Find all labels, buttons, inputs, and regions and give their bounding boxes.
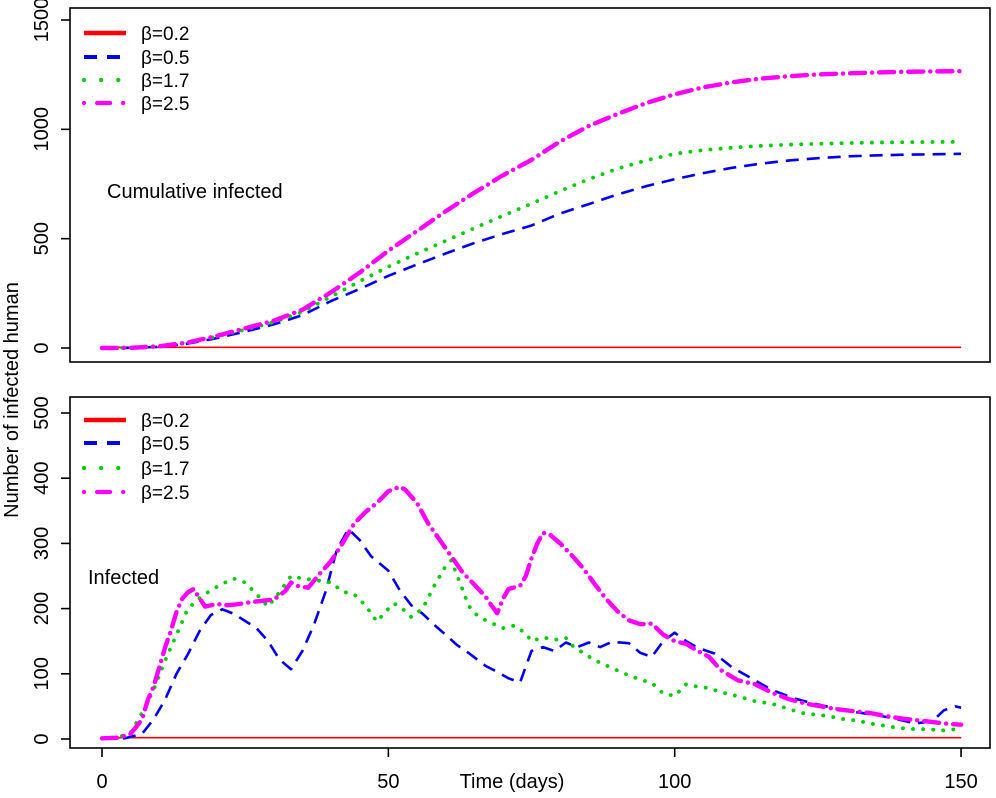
y-tick-label: 0 (31, 733, 53, 744)
x-axis-label: Time (days) (460, 771, 565, 793)
legend-label: β=2.5 (141, 483, 189, 504)
legend-label: β=0.5 (141, 434, 189, 455)
y-tick-label: 100 (31, 657, 53, 690)
plot-box (69, 396, 991, 749)
x-tick-label: 0 (96, 771, 107, 793)
y-tick-label: 1000 (31, 107, 53, 152)
series-line-β=1.7 (100, 558, 963, 741)
series-line-β=2.5 (99, 484, 964, 741)
y-tick-label: 1500 (31, 0, 53, 42)
x-tick-label: 50 (377, 771, 399, 793)
series-line-β=2.5 (99, 69, 964, 351)
legend-label: β=0.5 (141, 48, 189, 69)
series-line-β=0.5 (102, 527, 962, 740)
series-line-β=0.5 (101, 152, 962, 350)
bottom-panel-annotation: Infected (88, 567, 159, 589)
top-panel-annotation: Cumulative infected (107, 181, 283, 203)
y-tick-label: 0 (31, 342, 53, 353)
y-tick-label: 200 (31, 592, 53, 625)
y-tick-label: 400 (31, 462, 53, 495)
x-tick-label: 150 (944, 771, 977, 793)
legend-label: β=0.2 (141, 411, 189, 432)
y-tick-label: 500 (31, 396, 53, 429)
y-axis-label: Number of infected human (1, 282, 23, 518)
legend-label: β=1.7 (141, 459, 189, 480)
series-line-β=1.7 (100, 139, 963, 350)
legend-label: β=0.2 (141, 24, 189, 45)
panel-cumulative: 0 500 1000 1500 β=0.2 β=0.5β=1.7β=2.5 (31, 0, 991, 363)
legend-label: β=1.7 (141, 71, 189, 92)
y-tick-label: 500 (31, 222, 53, 255)
panel-infected: 0 100 200 300 400 500 0 50 100 150 β=0.2β=0.5 β=1.7… (31, 396, 991, 793)
y-tick-label: 300 (31, 527, 53, 560)
x-tick-label: 100 (658, 771, 691, 793)
legend-label: β=2.5 (141, 94, 189, 115)
plot-box (69, 7, 991, 363)
